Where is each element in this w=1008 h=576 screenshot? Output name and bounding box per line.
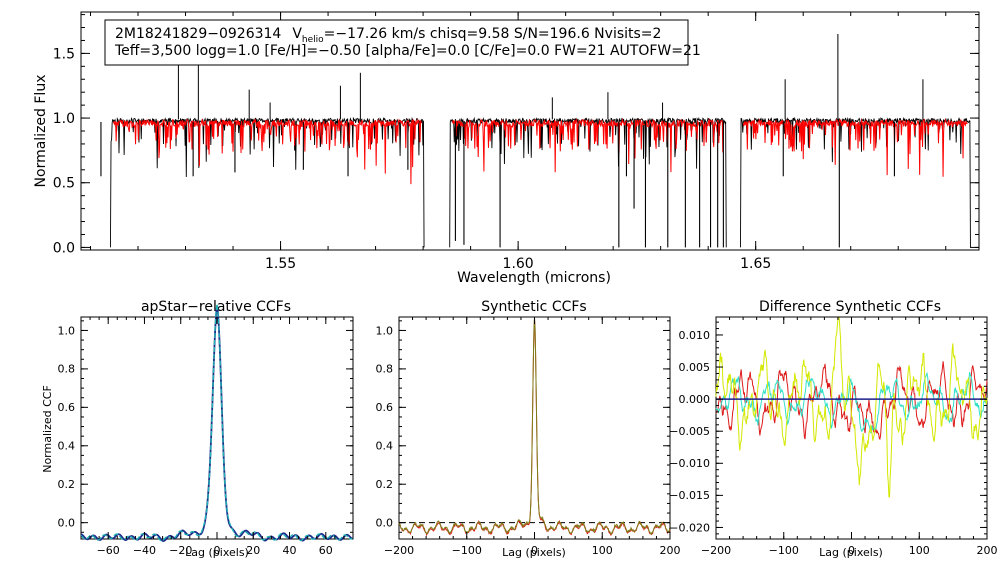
spectrum-series-group xyxy=(100,24,971,248)
apstar-ccf-y-tick-label: 0.4 xyxy=(58,440,76,453)
spectrum-y-tick-label: 1.5 xyxy=(53,46,75,62)
apstar-ccf-panel: apStar−relative CCFs −60 −40 −20 0 20 40 600.0… xyxy=(41,299,354,559)
spectrum-y-axis-label: Normalized Flux xyxy=(33,75,49,188)
spectrum-axis-ticks: 1.55 1.60 1.65 0.0 0.5 1.0 1.5 xyxy=(53,12,979,272)
synthetic-ccf-x-tick-label: 0 xyxy=(531,544,538,557)
synthetic-ccf-title: Synthetic CCFs xyxy=(481,299,586,315)
spectrum-y-tick-label: 0.5 xyxy=(53,176,75,192)
difference-ccf-frame xyxy=(715,316,988,540)
info-line-1: 2M18241829−0926314 Vhelio=−17.26 km/s chi… xyxy=(115,26,661,45)
difference-ccf-y-tick-label: 0.010 xyxy=(679,329,711,342)
apstar-ccf-series-group xyxy=(80,303,354,542)
apstar-ccf-axis-ticks: −60 −40 −20 0 20 40 60 0.0 0.2 0.4 0.6 0.8 1.0 xyxy=(58,317,354,557)
difference-ccf-axis-ticks: −200 −100 0 100 200 0.010 0.005 0.000 −0.005 −0.0… xyxy=(669,317,998,557)
synthetic-ccf-x-tick-label: 200 xyxy=(660,544,681,557)
synthetic-ccf-y-tick-label: 0.2 xyxy=(376,478,394,491)
difference-3-line xyxy=(715,317,988,498)
spectrum-x-axis-label: Wavelength (microns) xyxy=(457,270,611,286)
synthetic-ccf-x-tick-label: −200 xyxy=(384,544,414,557)
synthetic-2-ccf-line xyxy=(398,317,671,536)
difference-ccf-y-tick-label: −0.010 xyxy=(669,457,710,470)
synthetic-1-ccf-line xyxy=(398,319,671,537)
difference-ccf-x-axis-label: Lag (pixels) xyxy=(819,546,883,559)
difference-ccf-x-tick-label: −200 xyxy=(701,544,731,557)
synthetic-ccf-y-tick-label: 0.0 xyxy=(376,517,394,530)
visit-1-ccf-line xyxy=(80,305,354,542)
apstar-ccf-frame xyxy=(80,316,354,540)
synthetic-ccf-y-tick-label: 1.0 xyxy=(376,324,394,337)
info-line-2: Teff=3,500 logg=1.0 [Fe/H]=−0.50 [alpha/… xyxy=(114,43,701,59)
synthetic-ccf-y-tick-label: 0.4 xyxy=(376,440,394,453)
difference-ccf-x-tick-label: 100 xyxy=(909,544,930,557)
star-id: 2M18241829−0926314 xyxy=(115,26,281,42)
synthetic-ccf-y-tick-label: 0.6 xyxy=(376,401,394,414)
model-spectrum-line xyxy=(112,118,968,185)
spectrum-panel: 1.55 1.60 1.65 0.0 0.5 1.0 1.5 2M18241829−0926… xyxy=(33,11,980,286)
difference-ccf-y-tick-label: 0.000 xyxy=(679,393,711,406)
apstar-ccf-x-tick-label: −40 xyxy=(133,544,156,557)
stellar-parameters-box xyxy=(104,19,689,66)
difference-ccf-x-tick-label: 200 xyxy=(977,544,998,557)
v-helio-symbol: V xyxy=(292,26,302,42)
visit-summary: =−17.26 km/s chisq=9.58 S/N=196.6 Nvisit… xyxy=(324,26,662,42)
synthetic-ccf-frame xyxy=(398,316,671,540)
apstar-ccf-x-tick-label: −60 xyxy=(97,544,120,557)
synthetic-ccf-x-tick-label: 100 xyxy=(592,544,613,557)
apstar-ccf-x-tick-label: 0 xyxy=(214,544,221,557)
visit-2-ccf-line xyxy=(80,303,354,542)
apstar-ccf-x-tick-label: 20 xyxy=(246,544,260,557)
difference-ccf-title: Difference Synthetic CCFs xyxy=(759,299,941,315)
difference-ccf-y-tick-label: 0.005 xyxy=(679,361,711,374)
synthetic-ccf-x-axis-label: Lag (pixels) xyxy=(502,546,566,559)
difference-2-line xyxy=(715,371,988,434)
synthetic-ccf-y-tick-label: 0.8 xyxy=(376,363,394,376)
difference-ccf-x-tick-label: 0 xyxy=(848,544,855,557)
difference-ccf-y-tick-label: −0.020 xyxy=(669,521,710,534)
difference-ccf-panel: Difference Synthetic CCFs −200 −100 0 100 20… xyxy=(669,299,997,559)
apstar-ccf-y-tick-label: 0.8 xyxy=(58,363,76,376)
apstar-ccf-x-tick-label: −20 xyxy=(169,544,192,557)
difference-ccf-x-tick-label: −100 xyxy=(769,544,799,557)
apstar-ccf-x-tick-label: 40 xyxy=(283,544,297,557)
spectrum-x-tick-label: 1.60 xyxy=(503,256,534,272)
apstar-ccf-y-axis-label: Normalized CCF xyxy=(41,385,54,473)
difference-ccf-y-tick-label: −0.005 xyxy=(669,425,710,438)
synthetic-ccf-axis-ticks: −200 −100 0 100 200 0.0 0.2 0.4 0.6 0.8 1.0 xyxy=(376,317,681,557)
synthetic-ccf-series-group xyxy=(398,317,671,537)
synthetic-ccf-x-tick-label: −100 xyxy=(452,544,482,557)
difference-ccf-series-group xyxy=(715,317,988,498)
apstar-ccf-x-axis-label: Lag (pixels) xyxy=(185,546,249,559)
v-helio-subscript: helio xyxy=(302,35,324,45)
synthetic-ccf-panel: Synthetic CCFs −200 −100 0 100 200 0.0 0.2 0.4 0… xyxy=(376,299,681,559)
spectrum-x-tick-label: 1.55 xyxy=(265,256,296,272)
spectrum-y-tick-label: 1.0 xyxy=(53,111,75,127)
apstar-ccf-y-tick-label: 0.6 xyxy=(58,401,76,414)
apstar-ccf-y-tick-label: 0.2 xyxy=(58,478,76,491)
apstar-ccf-y-tick-label: 0.0 xyxy=(58,517,76,530)
spectrum-y-tick-label: 0.0 xyxy=(53,240,75,256)
spectrum-x-tick-label: 1.65 xyxy=(740,256,771,272)
apstar-ccf-x-tick-label: 60 xyxy=(319,544,333,557)
apstar-ccf-y-tick-label: 1.0 xyxy=(58,324,76,337)
difference-ccf-y-tick-label: −0.015 xyxy=(669,489,710,502)
